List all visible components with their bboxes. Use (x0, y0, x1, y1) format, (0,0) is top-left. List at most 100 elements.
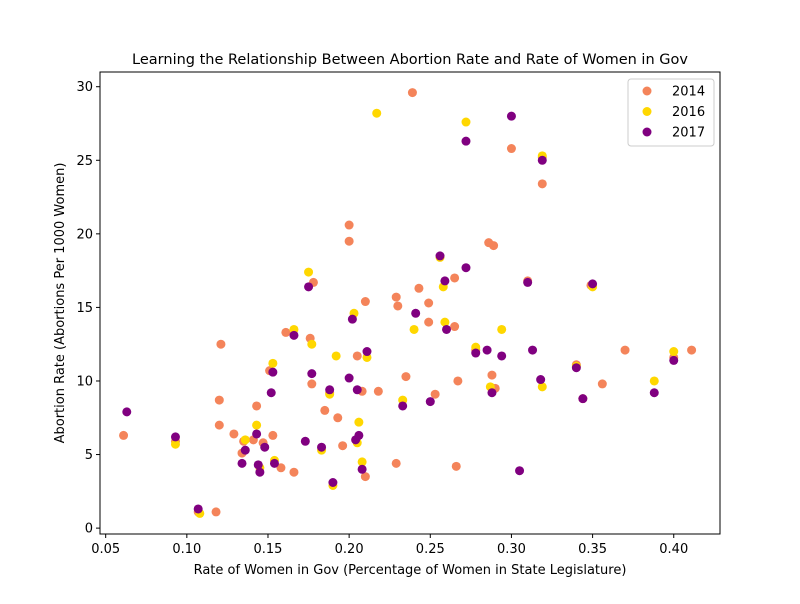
data-point (307, 379, 317, 389)
data-point (344, 220, 354, 230)
data-point (489, 241, 499, 251)
data-point (424, 317, 434, 327)
data-point (357, 457, 367, 467)
data-point (597, 379, 607, 389)
data-point (344, 236, 354, 246)
legend-entry-label: 2017 (672, 126, 705, 141)
data-point (240, 435, 250, 445)
data-point (328, 478, 338, 488)
x-tick-label: 0.10 (172, 542, 201, 557)
data-point (393, 301, 403, 311)
data-point (451, 461, 461, 471)
data-point (252, 401, 262, 411)
data-point (216, 339, 226, 349)
data-point (649, 376, 659, 386)
x-axis-ticks: 0.05 0.10 0.15 0.20 0.25 0.30 0.35 0.40 (91, 534, 688, 557)
legend-entry-label: 2016 (672, 105, 705, 120)
data-point (620, 345, 630, 355)
data-point (487, 388, 497, 398)
data-point (352, 385, 362, 395)
data-point (325, 385, 335, 395)
series-2014 (119, 88, 697, 517)
data-point (687, 345, 697, 355)
data-point (649, 388, 659, 398)
data-point (252, 420, 262, 430)
data-point (424, 298, 434, 308)
data-point (304, 267, 314, 277)
data-point (440, 276, 450, 286)
data-point (170, 439, 180, 449)
data-point (211, 507, 221, 517)
data-point (360, 297, 370, 307)
data-point (214, 420, 224, 430)
data-point (289, 330, 299, 340)
data-point (260, 442, 270, 452)
data-point (506, 111, 516, 121)
data-point (268, 430, 278, 440)
data-point (317, 442, 327, 452)
x-tick-label: 0.35 (578, 542, 607, 557)
data-point (354, 417, 364, 427)
data-point (497, 351, 507, 361)
data-point (537, 155, 547, 165)
data-point (354, 430, 364, 440)
data-point (338, 441, 348, 451)
data-point (276, 463, 286, 473)
data-point (255, 467, 265, 477)
data-point (411, 308, 421, 318)
data-point (357, 464, 367, 474)
data-point (229, 429, 239, 439)
legend-entry-label: 2014 (672, 85, 705, 100)
data-point (391, 458, 401, 468)
data-point (528, 345, 538, 355)
series-2017 (122, 111, 679, 514)
data-point (515, 466, 525, 476)
y-axis-ticks: 0 5 10 15 20 25 30 (76, 80, 100, 537)
data-point (442, 324, 452, 334)
y-tick-label: 10 (76, 374, 93, 389)
y-tick-label: 15 (76, 301, 93, 316)
legend-marker (642, 86, 652, 96)
data-point (300, 436, 310, 446)
data-point (461, 263, 471, 273)
data-point (253, 460, 263, 470)
data-point (307, 369, 317, 379)
data-point (304, 282, 314, 292)
data-point (214, 395, 224, 405)
plot-frame (99, 71, 721, 535)
x-tick-label: 0.15 (254, 542, 283, 557)
data-point (523, 277, 533, 287)
data-point (391, 292, 401, 302)
data-point (193, 504, 203, 514)
y-tick-label: 30 (76, 80, 93, 95)
data-point (588, 279, 598, 289)
data-point (307, 339, 317, 349)
data-point (122, 407, 132, 417)
data-point (252, 429, 262, 439)
data-point (401, 372, 411, 382)
data-point (347, 314, 357, 324)
data-point (497, 324, 507, 334)
data-point (536, 375, 546, 385)
data-point (471, 348, 481, 358)
data-point (669, 355, 679, 365)
x-tick-label: 0.30 (497, 542, 526, 557)
data-point (352, 351, 362, 361)
data-point (461, 117, 471, 127)
data-point (281, 327, 291, 337)
data-point (425, 397, 435, 407)
data-point (453, 376, 463, 386)
data-point (461, 136, 471, 146)
x-tick-label: 0.20 (335, 542, 364, 557)
data-point (450, 322, 460, 332)
data-point (289, 467, 299, 477)
data-point (487, 370, 497, 380)
legend-marker (642, 107, 652, 116)
y-axis-label: Abortion Rate (Abortions Per 1000 Women) (53, 163, 68, 444)
data-point (440, 317, 450, 327)
x-axis-label: Rate of Women in Gov (Percentage of Wome… (194, 563, 627, 578)
x-tick-label: 0.05 (91, 542, 120, 557)
y-tick-label: 0 (85, 522, 93, 537)
data-point (578, 394, 588, 404)
